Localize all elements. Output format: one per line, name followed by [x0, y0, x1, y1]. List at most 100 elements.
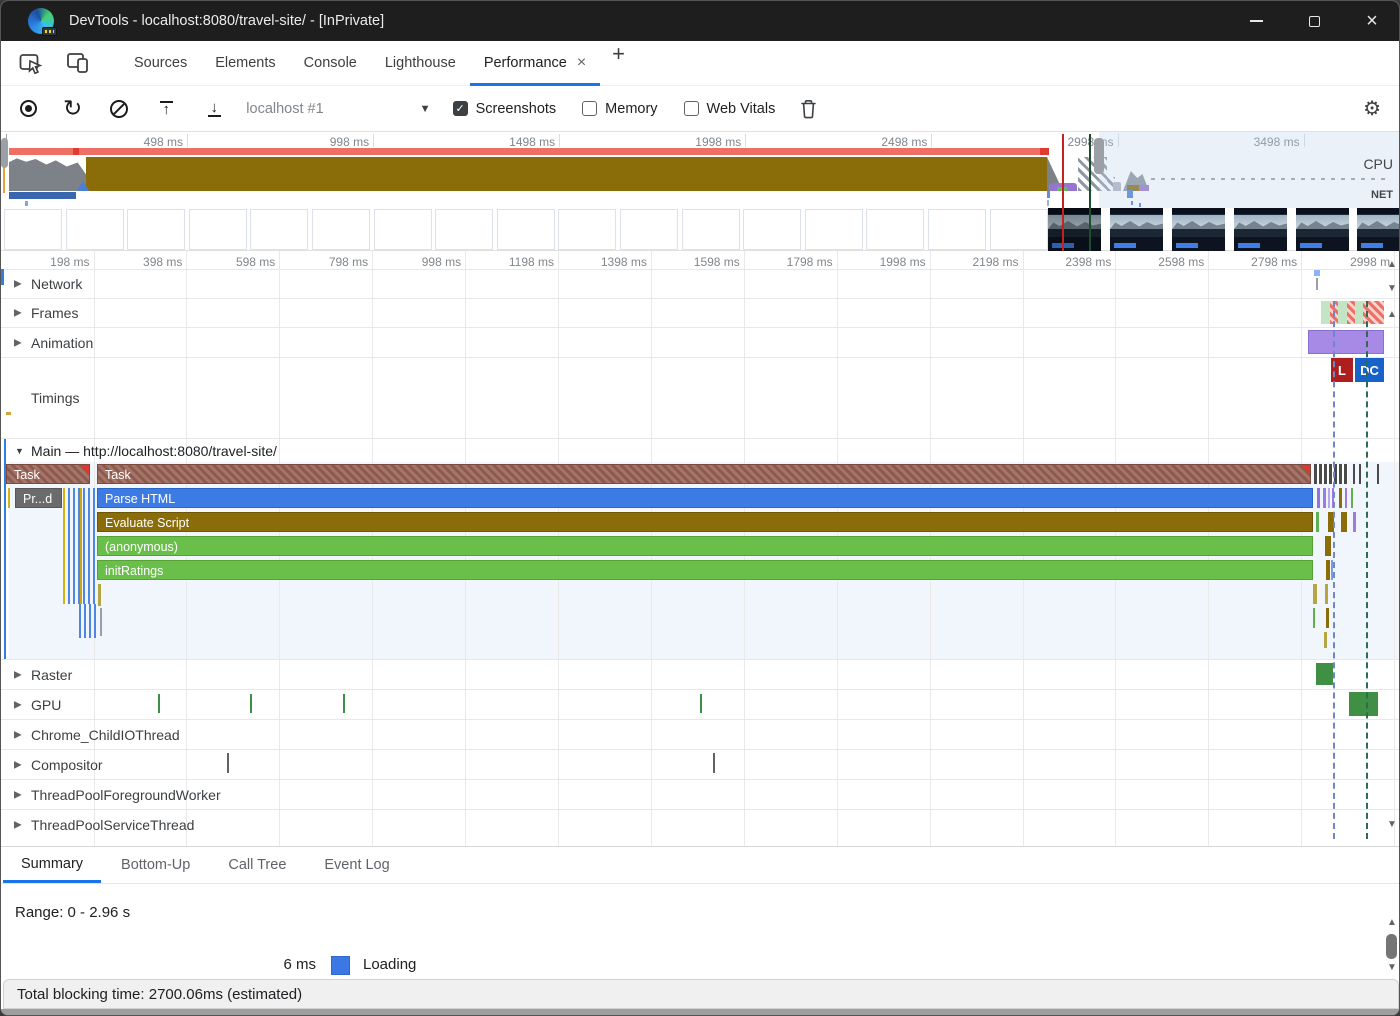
scrollbar-up-icon[interactable]: ▲ — [1387, 259, 1397, 270]
film-frame-empty[interactable] — [65, 209, 124, 250]
expand-arrow-icon[interactable]: ▶ — [14, 278, 22, 290]
checkbox-memory[interactable]: Memory — [582, 101, 658, 117]
tab-performance[interactable]: Performance × — [469, 41, 601, 86]
film-frame-empty[interactable] — [496, 209, 555, 250]
tab-elements[interactable]: Elements — [215, 55, 276, 71]
flame-bar-task-short[interactable]: Task — [6, 464, 90, 484]
history-dropdown[interactable]: localhost #1 — [246, 100, 324, 117]
inspect-icon[interactable] — [19, 53, 42, 74]
flame-bar-anonymous-fn[interactable]: (anonymous) — [97, 536, 1313, 556]
track-row-threadpoolforegroundworker[interactable]: ▶ ThreadPoolForegroundWorker — [1, 779, 1399, 809]
film-frame-empty[interactable] — [620, 209, 678, 250]
film-frame-empty[interactable] — [558, 209, 617, 250]
track-row-compositor[interactable]: ▶ Compositor — [1, 749, 1399, 779]
film-frame-empty[interactable] — [743, 209, 802, 250]
overview-right-handle[interactable] — [1094, 138, 1104, 174]
flame-bar-init-ratings[interactable]: initRatings — [97, 560, 1313, 580]
flame-bar-evaluate-script[interactable]: Evaluate Script — [97, 512, 1313, 532]
checkbox-box[interactable] — [582, 101, 598, 116]
film-thumbnail[interactable] — [1357, 208, 1399, 251]
overview-left-handle[interactable] — [1, 138, 8, 168]
film-frame-empty[interactable] — [866, 209, 925, 250]
expand-arrow-icon[interactable]: ▶ — [14, 729, 22, 740]
track-row-network[interactable]: ▶ Network — [1, 269, 1399, 298]
checkbox-web-vitals[interactable]: Web Vitals — [683, 101, 775, 117]
film-frame-empty[interactable] — [435, 209, 494, 250]
frame-ok[interactable] — [1355, 301, 1363, 324]
film-frame-empty[interactable] — [989, 209, 1048, 250]
film-frame-empty[interactable] — [4, 209, 62, 250]
film-frame-empty[interactable] — [250, 209, 309, 250]
load-profile-icon[interactable]: ↑ — [156, 100, 176, 117]
device-toolbar-icon[interactable] — [66, 52, 90, 74]
checkbox-box[interactable]: ✓ — [452, 101, 468, 116]
details-tab-summary[interactable]: Summary — [3, 847, 102, 883]
film-frame-empty[interactable] — [188, 209, 247, 250]
expand-arrow-icon[interactable]: ▶ — [14, 337, 22, 348]
film-frame-empty[interactable] — [681, 209, 740, 250]
film-thumbnail[interactable] — [1110, 208, 1163, 251]
expand-arrow-icon[interactable]: ▶ — [14, 819, 22, 830]
load-marker-badge[interactable]: L — [1331, 358, 1353, 382]
flame-bar-task-long[interactable]: Task — [97, 464, 1311, 484]
expand-arrow-icon[interactable]: ▶ — [14, 669, 22, 680]
film-frame-empty[interactable] — [373, 209, 432, 250]
main-track-header[interactable]: ▼ Main — http://localhost:8080/travel-si… — [1, 438, 1399, 462]
scrollbar-down-icon[interactable]: ▼ — [1387, 283, 1397, 294]
track-row-frames[interactable]: ▶ Frames — [1, 298, 1399, 327]
new-tab-button[interactable]: + — [612, 40, 626, 66]
frame-dropped[interactable] — [1363, 301, 1384, 324]
track-row-timings[interactable]: Timings — [1, 357, 1399, 438]
expand-arrow-icon[interactable]: ▶ — [14, 307, 22, 319]
scrollbar-down-icon[interactable]: ▼ — [1387, 819, 1397, 830]
flame-bar-parse-html[interactable]: Parse HTML — [97, 488, 1313, 508]
scrollbar-up-icon[interactable]: ▲ — [1387, 309, 1397, 320]
expand-arrow-icon[interactable]: ▶ — [14, 789, 22, 800]
reload-and-record-icon[interactable]: ↻ — [63, 95, 83, 121]
film-thumbnail[interactable] — [1296, 208, 1349, 251]
dcl-marker-badge[interactable]: DC — [1355, 358, 1384, 382]
film-thumbnail[interactable] — [1048, 208, 1101, 251]
minimize-button[interactable] — [1227, 1, 1285, 41]
main-collapse-icon[interactable]: ▼ — [15, 445, 24, 456]
record-button[interactable] — [20, 100, 37, 117]
details-tab-call-tree[interactable]: Call Tree — [228, 857, 287, 873]
clear-recording-icon[interactable] — [110, 99, 129, 118]
expand-arrow-icon[interactable]: ▶ — [14, 699, 22, 710]
maximize-button[interactable] — [1285, 1, 1343, 41]
tab-close-icon[interactable]: × — [576, 54, 587, 71]
frame-ok[interactable] — [1338, 301, 1347, 324]
summary-scroll-down-icon[interactable]: ▼ — [1387, 962, 1397, 973]
film-thumbnail[interactable] — [1172, 208, 1225, 251]
checkbox-box[interactable] — [683, 101, 699, 116]
film-frame-empty[interactable] — [928, 209, 986, 250]
track-row-chrome_childiothread[interactable]: ▶ Chrome_ChildIOThread — [1, 719, 1399, 749]
delete-recording-icon[interactable] — [799, 98, 818, 119]
tab-lighthouse[interactable]: Lighthouse — [384, 55, 456, 71]
tab-sources[interactable]: Sources — [134, 55, 188, 71]
close-button[interactable]: × — [1366, 10, 1378, 32]
timeline-overview[interactable]: 498 ms 998 ms 1498 ms 1998 ms 2498 ms 2998 ms… — [1, 132, 1399, 208]
film-frame-empty[interactable] — [127, 209, 186, 250]
summary-scroll-thumb[interactable] — [1386, 934, 1397, 959]
checkbox-screenshots[interactable]: ✓ Screenshots — [452, 101, 556, 117]
summary-scroll-up-icon[interactable]: ▲ — [1387, 917, 1397, 928]
animation-bar[interactable] — [1308, 330, 1384, 354]
expand-arrow-icon[interactable]: ▶ — [14, 759, 22, 770]
frame-ok[interactable] — [1321, 301, 1330, 324]
track-row-raster[interactable]: ▶ Raster — [1, 659, 1399, 689]
track-row-animation[interactable]: ▶ Animation — [1, 327, 1399, 357]
details-tab-bottom-up[interactable]: Bottom-Up — [121, 857, 191, 873]
track-row-gpu[interactable]: ▶ GPU — [1, 689, 1399, 719]
film-thumbnail[interactable] — [1234, 208, 1287, 251]
frame-dropped[interactable] — [1347, 301, 1355, 324]
capture-settings-gear-icon[interactable]: ⚙ — [1363, 98, 1381, 120]
save-profile-icon[interactable]: ↓ — [204, 100, 224, 117]
history-caret-icon[interactable]: ▼ — [419, 102, 431, 115]
details-tab-event-log[interactable]: Event Log — [324, 857, 390, 873]
tab-console[interactable]: Console — [303, 55, 357, 71]
flame-bar-profile-block[interactable]: Pr...d — [15, 488, 62, 508]
film-frame-empty[interactable] — [804, 209, 863, 250]
film-frame-empty[interactable] — [312, 209, 370, 250]
track-row-threadpoolservicethread[interactable]: ▶ ThreadPoolServiceThread — [1, 809, 1399, 839]
